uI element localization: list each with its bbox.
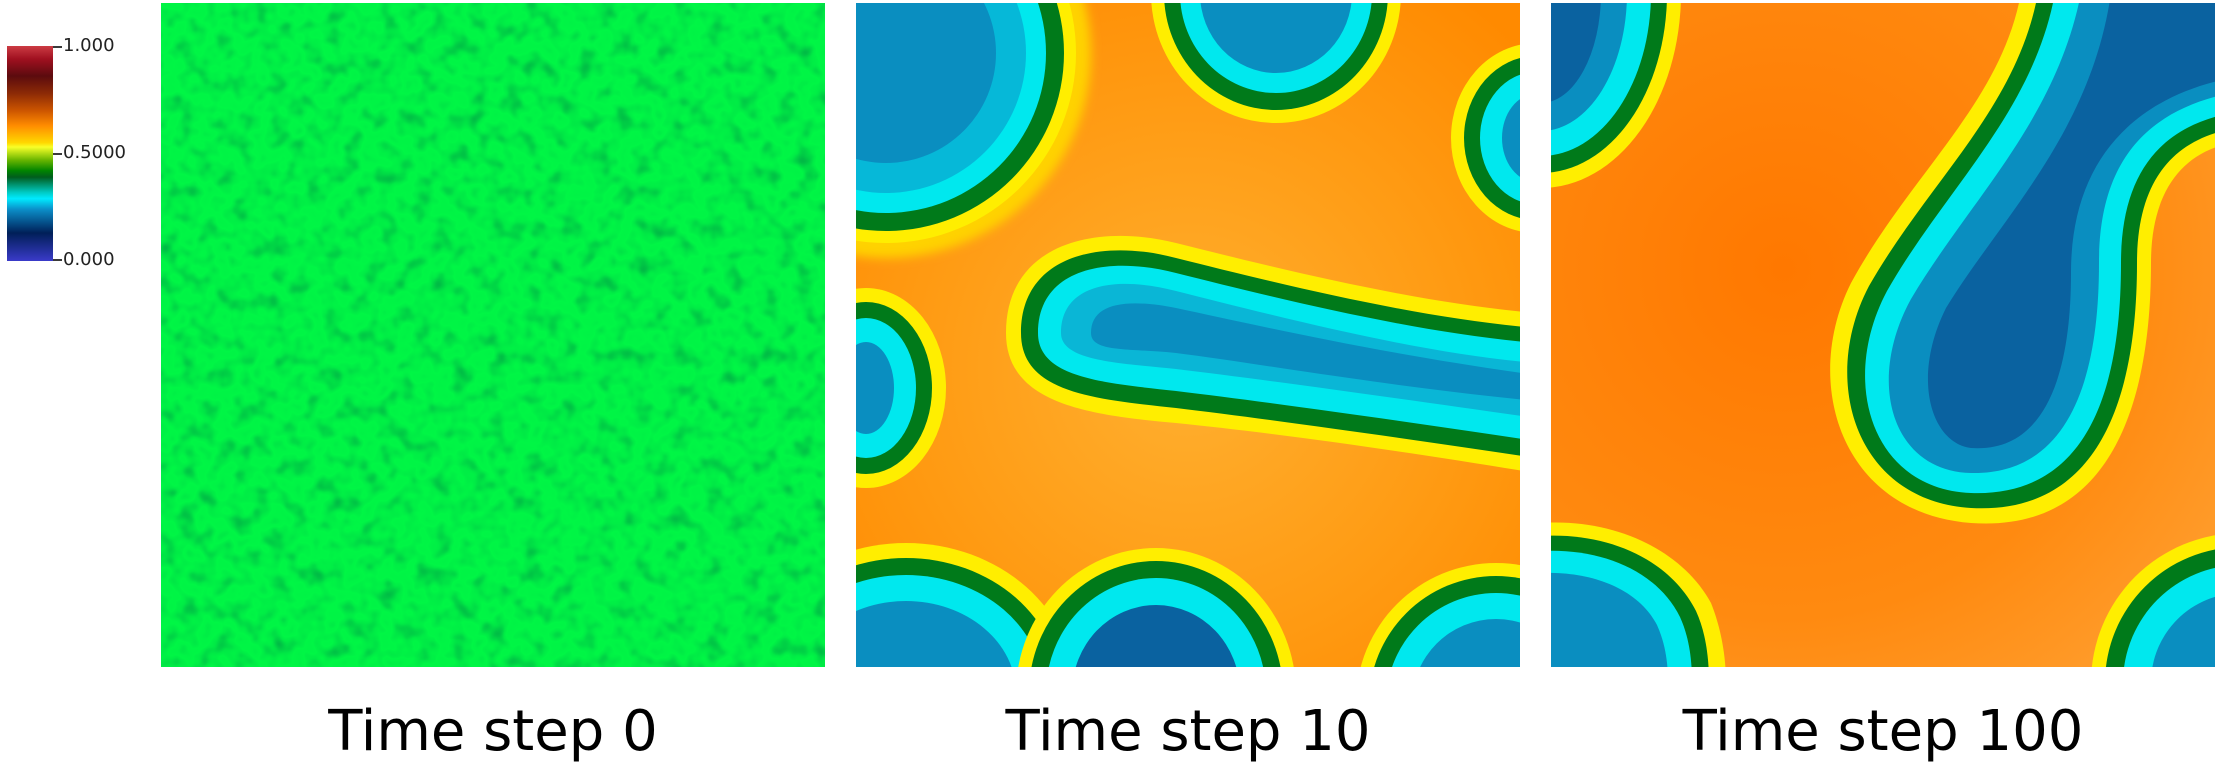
colorbar (7, 46, 53, 261)
colorbar-label-max: 1.000 (63, 36, 115, 56)
noise-field-image (161, 3, 825, 667)
phase-field-image-100 (1551, 3, 2215, 667)
colorbar-tick-mid (53, 153, 62, 155)
caption-timestep-0: Time step 0 (161, 700, 825, 764)
caption-timestep-10: Time step 10 (856, 700, 1520, 764)
colorbar-tick-min (53, 259, 62, 261)
colorbar-label-min: 0.000 (63, 250, 115, 270)
panel-timestep-10 (856, 3, 1520, 667)
caption-timestep-100: Time step 100 (1551, 700, 2215, 764)
panel-timestep-0 (161, 3, 825, 667)
phase-field-image-10 (856, 3, 1520, 667)
colorbar-label-mid: 0.5000 (63, 143, 126, 163)
colorbar-tick-max (53, 46, 62, 48)
panel-timestep-100 (1551, 3, 2215, 667)
